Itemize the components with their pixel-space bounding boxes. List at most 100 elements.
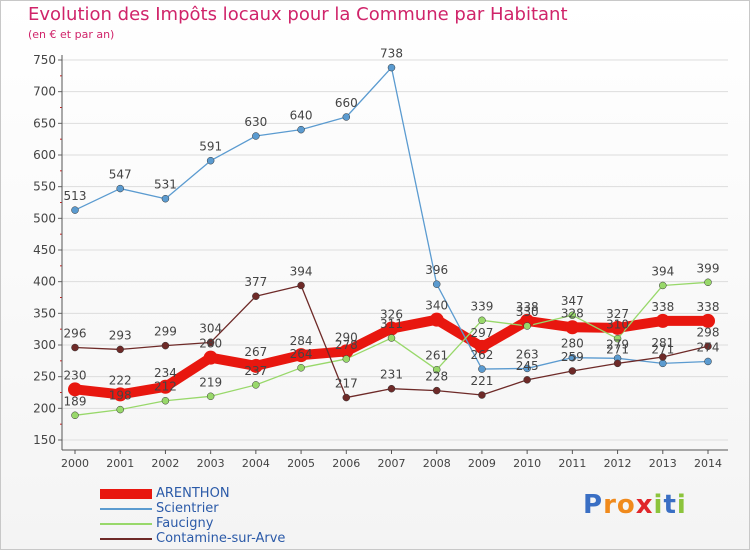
data-label: 293	[109, 328, 132, 342]
data-label: 284	[290, 334, 313, 348]
data-point	[252, 381, 260, 389]
data-label: 280	[199, 337, 222, 351]
legend-swatch	[100, 489, 152, 499]
data-label: 237	[244, 364, 267, 378]
data-label: 262	[470, 348, 493, 362]
data-label: 328	[561, 306, 584, 320]
data-point	[116, 184, 124, 193]
data-point	[655, 313, 670, 328]
data-point	[342, 113, 351, 121]
data-label: 264	[290, 347, 313, 361]
logo-letter: x	[635, 490, 654, 520]
data-point	[342, 393, 351, 402]
data-label: 338	[697, 300, 720, 314]
data-point	[252, 292, 260, 300]
data-label: 394	[651, 264, 674, 278]
x-tick-label: 2011	[558, 457, 586, 470]
data-label: 547	[109, 168, 132, 182]
data-point	[206, 338, 215, 347]
x-tick-label: 2010	[513, 457, 541, 470]
data-label: 338	[516, 300, 539, 314]
data-label: 394	[290, 264, 313, 278]
x-tick-label: 2003	[197, 457, 225, 470]
data-point	[161, 194, 170, 203]
data-label: 338	[651, 300, 674, 314]
y-tick-label: 700	[33, 85, 56, 99]
proxiti-logo: Proxiti	[583, 490, 687, 520]
y-tick-label: 650	[33, 116, 56, 130]
data-label: 311	[380, 317, 403, 331]
data-label: 304	[199, 321, 222, 335]
x-tick-label: 2001	[106, 457, 134, 470]
x-tick-label: 2013	[649, 457, 677, 470]
data-point	[523, 364, 531, 373]
data-point	[384, 321, 399, 336]
y-tick-label: 550	[33, 180, 56, 194]
chart-title: Evolution des Impôts locaux pour la Comm…	[28, 4, 568, 25]
y-tick-label: 250	[33, 370, 56, 384]
x-tick-label: 2002	[151, 457, 179, 470]
legend-item: Contamine-sur-Arve	[100, 531, 360, 546]
data-point	[297, 125, 305, 134]
data-label: 339	[470, 299, 493, 313]
logo-letter: i	[676, 490, 687, 520]
data-label: 217	[335, 377, 358, 391]
data-point	[478, 365, 486, 373]
data-point	[474, 339, 489, 354]
data-label: 660	[335, 96, 358, 110]
y-tick-label: 450	[33, 243, 56, 257]
data-label: 230	[64, 368, 87, 382]
data-label: 278	[335, 338, 358, 352]
data-point	[568, 353, 577, 362]
data-label: 347	[561, 294, 584, 308]
x-tick-label: 2014	[694, 457, 722, 470]
data-point	[520, 313, 535, 328]
data-label: 189	[64, 394, 87, 408]
data-label: 296	[64, 327, 87, 341]
y-tick-label: 500	[33, 211, 56, 225]
data-point	[701, 313, 715, 328]
legend-item: ARENTHON	[100, 486, 360, 501]
data-point	[297, 281, 305, 290]
data-label: 297	[470, 326, 493, 340]
data-label: 271	[606, 342, 629, 356]
x-tick-label: 2008	[423, 457, 451, 470]
legend-label: Faucigny	[156, 516, 214, 531]
legend-item: Scientrier	[100, 501, 360, 516]
data-label: 228	[425, 370, 448, 384]
data-point	[339, 344, 354, 359]
y-tick-label: 750	[33, 53, 56, 67]
data-label: 738	[380, 47, 403, 61]
data-point	[252, 132, 260, 140]
data-point	[116, 405, 124, 414]
data-point	[568, 311, 577, 319]
data-point	[523, 322, 531, 330]
data-label: 330	[516, 305, 539, 319]
data-label: 531	[154, 178, 177, 192]
data-label: 310	[606, 318, 629, 332]
data-label: 290	[335, 330, 358, 344]
data-label: 245	[516, 359, 539, 373]
data-point	[113, 387, 128, 402]
data-label: 377	[244, 275, 267, 289]
data-point	[116, 345, 124, 354]
data-label: 513	[64, 189, 87, 203]
y-tick-label: 600	[33, 148, 56, 162]
x-tick-label: 2007	[378, 457, 406, 470]
y-tick-label: 400	[33, 275, 56, 289]
data-point	[206, 156, 215, 165]
legend-label: ARENTHON	[156, 486, 230, 501]
data-point	[659, 353, 667, 361]
data-point	[432, 386, 441, 395]
data-point	[478, 316, 486, 325]
legend-swatch	[100, 538, 152, 540]
x-tick-label: 2009	[468, 457, 496, 470]
logo-letter: P	[583, 490, 604, 520]
x-tick-label: 2012	[604, 457, 632, 470]
data-point	[432, 365, 441, 374]
data-label: 267	[244, 345, 267, 359]
x-tick-label: 2000	[61, 457, 89, 470]
data-label: 263	[516, 347, 539, 361]
data-label: 219	[199, 375, 222, 389]
data-point	[161, 341, 170, 350]
